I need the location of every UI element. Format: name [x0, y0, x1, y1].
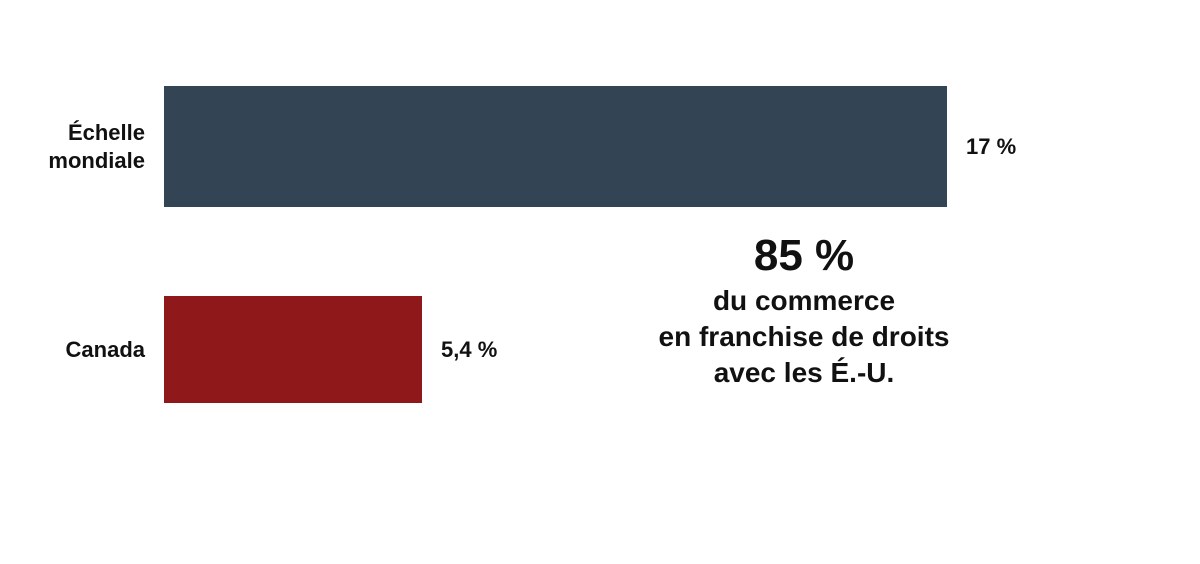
- callout-annotation: 85 % du commerce en franchise de droits …: [604, 229, 1004, 391]
- bar-world: [164, 86, 947, 207]
- callout-text-line: en franchise de droits: [658, 321, 950, 352]
- callout-percentage: 85 %: [753, 231, 855, 280]
- callout-text-line: avec les É.-U.: [713, 357, 895, 388]
- value-label-world: 17 %: [966, 134, 1017, 159]
- category-label-canada: Canada: [66, 336, 145, 364]
- bar-canada: [164, 296, 422, 403]
- category-label-line: Canada: [65, 337, 145, 362]
- category-label-line: mondiale: [48, 148, 145, 173]
- callout-text-line: du commerce: [712, 285, 896, 316]
- value-label-canada: 5,4 %: [441, 337, 498, 362]
- category-label-line: Échelle: [67, 120, 145, 145]
- category-label-world: Échelle mondiale: [48, 119, 145, 175]
